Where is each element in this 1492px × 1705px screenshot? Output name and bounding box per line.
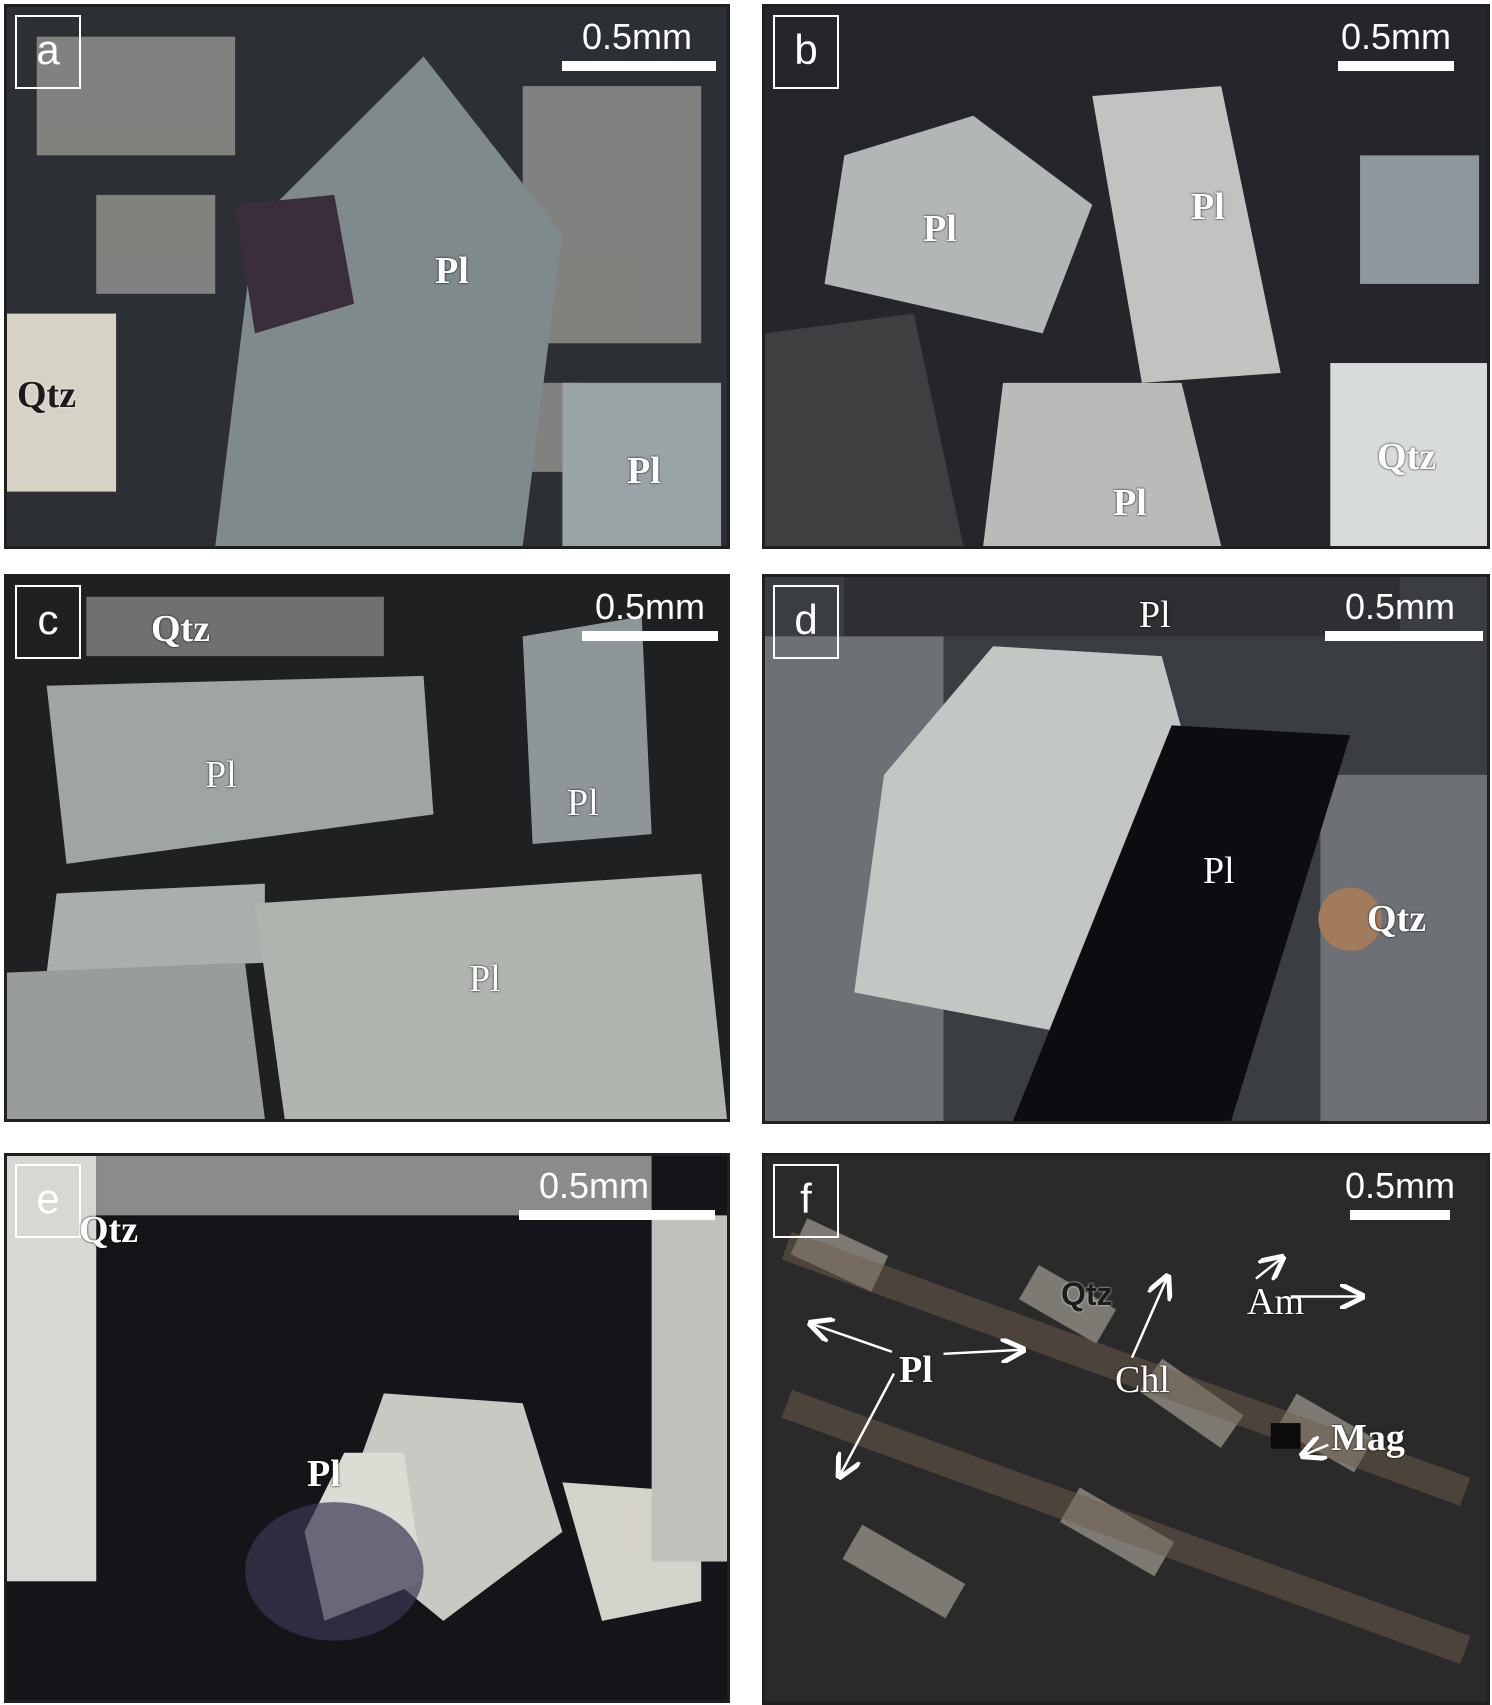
micrograph-panel-d: d Pl 0.5mm Pl Qtz	[762, 574, 1490, 1124]
micrograph-image-b	[765, 7, 1487, 546]
mineral-label-pl-d1: Pl	[1139, 594, 1171, 636]
micrograph-panel-a: a 0.5mm Pl Qtz Pl	[4, 4, 730, 549]
scale-label-a: 0.5mm	[581, 16, 693, 57]
mineral-label-qtz-c: Qtz	[151, 608, 211, 650]
panel-letter-a: a	[15, 15, 81, 89]
scale-bar-f: 0.5mm	[1325, 1166, 1475, 1220]
mineral-label-pl-e: Pl	[307, 1453, 341, 1495]
panel-letter-c: c	[15, 585, 81, 659]
mineral-label-pl-b3: Pl	[1113, 482, 1147, 524]
mineral-label-pl-c3: Pl	[469, 958, 501, 1000]
mineral-label-pl-c1: Pl	[205, 754, 237, 796]
mineral-label-pl-a2: Pl	[627, 450, 661, 492]
micrograph-image-e	[7, 1156, 727, 1700]
scale-line-f	[1350, 1210, 1450, 1220]
scale-bar-b: 0.5mm	[1321, 17, 1471, 71]
scale-line-b	[1338, 61, 1454, 71]
mineral-label-pl-a1: Pl	[435, 250, 469, 292]
panel-letter-d: d	[773, 585, 839, 659]
mineral-label-am-f: Am	[1247, 1281, 1304, 1323]
panel-letter-f: f	[773, 1164, 839, 1238]
scale-bar-a: 0.5mm	[562, 16, 716, 71]
micrograph-panel-f: f 0.5mm Qtz Pl Chl Am Mag	[762, 1153, 1490, 1705]
mineral-label-pl-b2: Pl	[1191, 186, 1225, 228]
scale-line-d	[1325, 631, 1483, 641]
mineral-label-pl-c2: Pl	[567, 782, 599, 824]
scale-line-c	[582, 631, 718, 641]
micrograph-image-a	[7, 7, 727, 546]
mineral-label-pl-f: Pl	[899, 1349, 933, 1391]
micrograph-image-c	[7, 577, 727, 1119]
mineral-label-pl-b1: Pl	[923, 208, 957, 250]
micrograph-image-d	[765, 577, 1487, 1121]
mineral-label-qtz-f: Qtz	[1061, 1276, 1113, 1312]
mineral-label-chl-f: Chl	[1115, 1359, 1170, 1401]
mineral-label-qtz-a: Qtz	[17, 374, 77, 416]
micrograph-image-f	[765, 1156, 1487, 1702]
scale-bar-c: 0.5mm	[575, 587, 725, 641]
mineral-label-qtz-e: Qtz	[79, 1209, 139, 1251]
panel-letter-e: e	[15, 1164, 81, 1238]
scale-bar-e: 0.5mm	[519, 1165, 715, 1220]
scale-label-c: 0.5mm	[594, 586, 706, 627]
micrograph-panel-e: e Qtz 0.5mm Pl	[4, 1153, 730, 1703]
mineral-label-pl-d2: Pl	[1203, 850, 1235, 892]
micrograph-panel-b: b 0.5mm Pl Pl Pl Qtz	[762, 4, 1490, 549]
scale-label-e: 0.5mm	[538, 1165, 650, 1206]
panel-letter-b: b	[773, 15, 839, 89]
scale-line-e	[519, 1210, 715, 1220]
scale-bar-d: 0.5mm	[1325, 586, 1483, 641]
mineral-label-mag-f: Mag	[1331, 1417, 1405, 1459]
micrograph-panel-c: c 0.5mm Qtz Pl Pl Pl	[4, 574, 730, 1122]
scale-line-a	[562, 61, 716, 71]
mineral-label-qtz-b: Qtz	[1377, 436, 1437, 478]
scale-label-f: 0.5mm	[1344, 1165, 1456, 1206]
scale-label-b: 0.5mm	[1340, 16, 1452, 57]
scale-label-d: 0.5mm	[1344, 586, 1456, 627]
mineral-label-qtz-d: Qtz	[1367, 898, 1427, 940]
